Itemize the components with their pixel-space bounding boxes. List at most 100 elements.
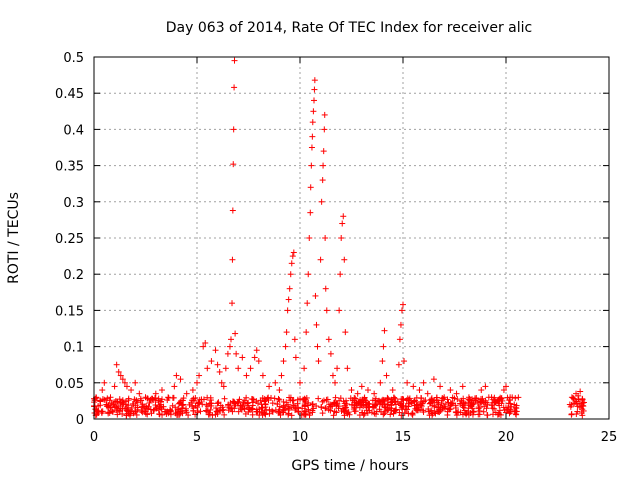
data-point xyxy=(468,403,475,410)
data-point xyxy=(491,405,498,412)
data-point xyxy=(212,411,219,418)
data-point xyxy=(575,396,582,403)
data-point xyxy=(438,400,445,407)
data-point xyxy=(387,399,394,406)
data-point xyxy=(307,209,314,216)
data-point xyxy=(165,394,172,401)
data-point xyxy=(301,401,308,408)
data-point xyxy=(229,256,236,263)
data-point xyxy=(95,409,102,416)
data-point xyxy=(301,365,308,372)
data-point xyxy=(364,387,371,394)
data-point xyxy=(241,397,248,404)
data-point xyxy=(199,401,206,408)
data-point xyxy=(385,406,392,413)
data-point xyxy=(152,402,159,409)
data-point xyxy=(117,372,124,379)
data-point xyxy=(214,361,221,368)
data-point xyxy=(366,401,373,408)
data-point xyxy=(475,411,482,418)
data-point xyxy=(447,399,454,406)
data-point xyxy=(425,408,432,415)
data-point xyxy=(133,411,140,418)
x-tick-label: 20 xyxy=(498,430,515,445)
data-point xyxy=(321,126,328,133)
data-point xyxy=(299,405,306,412)
data-point xyxy=(345,409,352,416)
data-point xyxy=(483,405,490,412)
data-point xyxy=(125,408,132,415)
data-point xyxy=(329,372,336,379)
data-point xyxy=(392,407,399,414)
data-point xyxy=(301,411,308,418)
data-point xyxy=(472,395,479,402)
data-point xyxy=(122,401,129,408)
data-point xyxy=(330,412,337,419)
data-point xyxy=(229,408,236,415)
data-point xyxy=(147,406,154,413)
data-point xyxy=(261,410,268,417)
data-point xyxy=(289,253,296,260)
data-point xyxy=(334,365,341,372)
data-point xyxy=(304,300,311,307)
data-point xyxy=(132,379,139,386)
data-point xyxy=(183,390,190,397)
data-point xyxy=(327,401,334,408)
data-point xyxy=(188,399,195,406)
x-tick-label: 10 xyxy=(292,430,309,445)
data-point xyxy=(337,271,344,278)
data-point xyxy=(404,379,411,386)
data-point xyxy=(308,162,315,169)
chart-title: Day 063 of 2014, Rate Of TEC Index for r… xyxy=(166,20,532,36)
data-point xyxy=(337,395,344,402)
data-point xyxy=(303,394,310,401)
data-point xyxy=(323,396,330,403)
data-point xyxy=(570,395,577,402)
data-point xyxy=(513,405,520,412)
data-point xyxy=(200,343,207,350)
data-point xyxy=(228,404,235,411)
data-point xyxy=(429,402,436,409)
data-point xyxy=(391,408,398,415)
data-point xyxy=(185,412,192,419)
data-point xyxy=(259,372,266,379)
data-point xyxy=(488,394,495,401)
data-point xyxy=(208,358,215,365)
y-tick-label: 0.5 xyxy=(63,51,84,66)
data-point xyxy=(230,126,237,133)
data-point xyxy=(274,401,281,408)
data-point xyxy=(224,350,231,357)
data-point xyxy=(216,368,223,375)
data-point xyxy=(220,383,227,390)
data-point xyxy=(194,379,200,386)
data-point xyxy=(259,395,266,402)
data-point xyxy=(401,409,408,416)
data-point xyxy=(249,405,256,412)
data-point xyxy=(134,404,141,411)
data-point xyxy=(380,343,387,350)
data-point xyxy=(319,177,326,184)
data-point xyxy=(305,406,312,413)
data-point xyxy=(353,402,360,409)
data-point xyxy=(253,347,260,354)
data-point xyxy=(227,336,234,343)
data-point xyxy=(437,383,444,390)
data-point xyxy=(309,133,316,140)
data-point xyxy=(568,411,575,418)
data-point xyxy=(492,397,499,404)
data-point xyxy=(196,372,203,379)
data-point xyxy=(285,296,292,303)
data-point xyxy=(109,409,116,416)
data-point xyxy=(229,300,236,307)
data-point xyxy=(379,400,386,407)
data-point xyxy=(243,394,250,401)
data-point xyxy=(116,396,123,403)
data-point xyxy=(575,392,582,399)
data-point xyxy=(292,354,299,361)
data-point xyxy=(360,412,367,419)
data-point xyxy=(320,397,327,404)
data-point xyxy=(164,397,171,404)
data-point xyxy=(239,354,246,361)
data-point xyxy=(251,354,258,361)
data-point xyxy=(434,397,441,404)
